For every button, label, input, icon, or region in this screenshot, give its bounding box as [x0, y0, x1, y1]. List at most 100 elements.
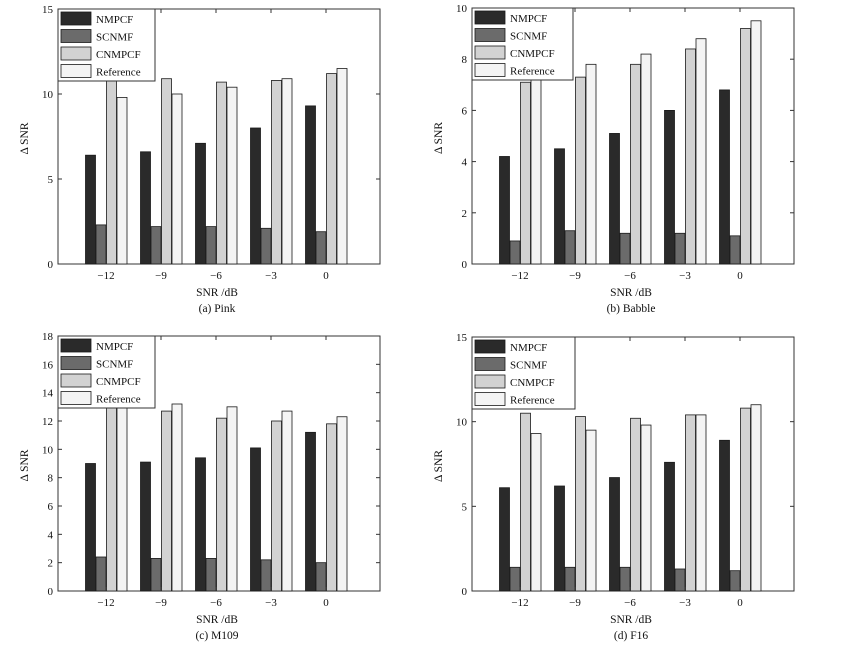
- legend-label-scnmf: SCNMF: [510, 31, 547, 43]
- bar-cnmpcf-1: [106, 78, 117, 265]
- legend-label-reference: Reference: [510, 395, 555, 407]
- panel-caption: (d) F16: [614, 630, 648, 642]
- legend-swatch-nmpcf: [474, 339, 506, 354]
- bar-reference-5: [336, 416, 348, 592]
- bar-scnmf-5: [729, 235, 741, 265]
- bar-scnmf-3: [619, 566, 631, 592]
- bar-nmpcf-1: [85, 154, 96, 265]
- bar-scnmf-2: [564, 230, 576, 265]
- y-axis-label: Δ SNR: [433, 122, 445, 154]
- bar-scnmf-2: [150, 558, 162, 592]
- legend: NMPCF SCNMF CNMPCF Reference: [471, 7, 574, 81]
- bar-scnmf-1: [95, 224, 107, 265]
- x-tick-label: −12: [97, 270, 114, 282]
- y-tick-label: 0: [48, 259, 54, 271]
- bar-scnmf-1: [509, 240, 521, 265]
- bar-nmpcf-3: [195, 142, 206, 265]
- bar-scnmf-3: [205, 558, 217, 592]
- bar-nmpcf-1: [499, 156, 510, 265]
- bar-reference-2: [171, 403, 183, 592]
- bar-cnmpcf-1: [520, 412, 531, 592]
- x-tick-label: −6: [624, 597, 636, 609]
- bar-nmpcf-5: [305, 105, 316, 265]
- bar-nmpcf-4: [250, 447, 261, 592]
- chart-panel-3: 0 2 4 6 8 10 12 14 16 18 −12 −9 −6 −3 0 SNR /dB (c) M109…: [19, 331, 381, 642]
- bar-scnmf-5: [315, 231, 327, 265]
- bar-nmpcf-5: [719, 89, 730, 265]
- y-tick-label: 12: [42, 416, 53, 428]
- x-tick-label: −3: [679, 597, 691, 609]
- legend-swatch-scnmf: [474, 28, 506, 42]
- bar-scnmf-4: [260, 559, 272, 592]
- bar-cnmpcf-2: [575, 76, 586, 265]
- bar-scnmf-3: [205, 226, 217, 265]
- y-tick-label: 16: [42, 359, 54, 371]
- bar-nmpcf-2: [140, 461, 151, 592]
- bar-nmpcf-2: [554, 148, 565, 265]
- bar-reference-1: [530, 433, 542, 592]
- y-tick-label: 18: [42, 331, 54, 343]
- legend: NMPCF SCNMF CNMPCF Reference: [471, 336, 576, 410]
- y-tick-label: 8: [462, 54, 468, 66]
- x-axis-label: SNR /dB: [196, 614, 238, 626]
- legend-label-reference: Reference: [96, 67, 141, 79]
- legend-swatch-cnmpcf: [60, 373, 92, 388]
- y-tick-label: 10: [456, 3, 468, 15]
- bar-nmpcf-4: [664, 110, 675, 265]
- bar-nmpcf-5: [719, 439, 730, 592]
- bar-reference-5: [336, 68, 348, 265]
- bar-cnmpcf-4: [685, 48, 696, 265]
- legend-swatch-reference: [474, 63, 506, 77]
- legend-swatch-reference: [474, 392, 506, 406]
- bar-nmpcf-1: [499, 487, 510, 592]
- x-tick-label: −6: [210, 270, 222, 282]
- legend-label-scnmf: SCNMF: [96, 359, 133, 371]
- panel-caption: (a) Pink: [199, 303, 236, 315]
- bar-nmpcf-3: [609, 133, 620, 265]
- legend-label-nmpcf: NMPCF: [96, 14, 133, 26]
- legend-swatch-scnmf: [60, 29, 92, 43]
- y-tick-label: 2: [48, 558, 54, 570]
- bar-nmpcf-3: [195, 457, 206, 592]
- y-tick-label: 6: [48, 501, 54, 513]
- x-tick-label: −6: [210, 597, 222, 609]
- bar-scnmf-2: [150, 226, 162, 265]
- bar-reference-5: [750, 20, 762, 265]
- x-tick-label: −9: [569, 597, 581, 609]
- bar-scnmf-2: [564, 566, 576, 592]
- panel-caption: (b) Babble: [607, 303, 656, 315]
- y-tick-label: 2: [462, 208, 468, 220]
- bar-reference-3: [640, 53, 652, 265]
- legend-swatch-scnmf: [474, 357, 506, 371]
- bar-nmpcf-2: [554, 485, 565, 592]
- bar-cnmpcf-3: [630, 63, 641, 265]
- x-tick-label: −9: [569, 270, 581, 282]
- bar-nmpcf-4: [664, 461, 675, 592]
- bar-nmpcf-5: [305, 431, 316, 592]
- legend-swatch-nmpcf: [474, 10, 506, 25]
- x-tick-label: −12: [97, 597, 114, 609]
- y-tick-label: 0: [462, 259, 468, 271]
- bar-cnmpcf-5: [326, 423, 337, 592]
- legend-swatch-cnmpcf: [60, 46, 92, 61]
- bar-cnmpcf-2: [161, 78, 172, 265]
- bar-cnmpcf-5: [326, 73, 337, 265]
- legend: NMPCF SCNMF CNMPCF Reference: [57, 8, 156, 82]
- bar-cnmpcf-2: [161, 410, 172, 592]
- x-tick-label: −9: [155, 270, 167, 282]
- bar-nmpcf-4: [250, 127, 261, 265]
- bar-scnmf-4: [674, 568, 686, 592]
- x-tick-label: −3: [265, 270, 277, 282]
- x-tick-label: −9: [155, 597, 167, 609]
- x-tick-label: −12: [511, 597, 528, 609]
- bar-cnmpcf-4: [271, 80, 282, 265]
- bar-reference-3: [640, 424, 652, 592]
- bar-nmpcf-1: [85, 463, 96, 592]
- y-axis-label: Δ SNR: [19, 122, 31, 154]
- y-tick-label: 0: [48, 586, 54, 598]
- bar-reference-1: [116, 97, 128, 265]
- bar-reference-4: [281, 410, 293, 592]
- bar-cnmpcf-4: [685, 414, 696, 592]
- x-tick-label: 0: [737, 270, 743, 282]
